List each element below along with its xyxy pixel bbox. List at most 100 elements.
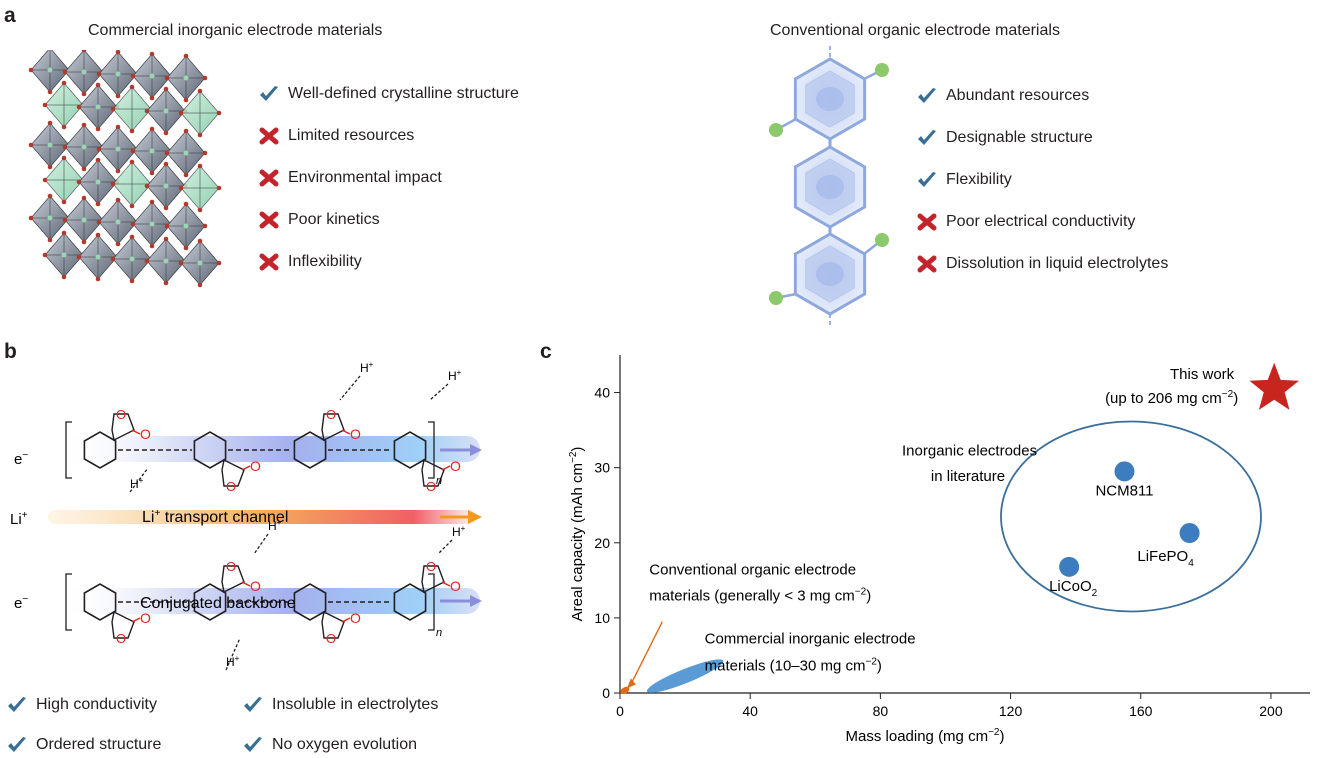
oxygen-atom [81,239,87,245]
oxygen-atom [47,164,53,170]
oxygen-atom [163,236,169,242]
aromatic-ring [393,583,427,621]
x-axis-label: Mass loading (mg cm−2) [846,727,1005,745]
oxygen-atom [81,166,87,172]
hydrogen-bond [429,383,449,401]
oxygen-atom [95,276,101,282]
panel-b-feature-text: Insoluble in electrolytes [272,696,439,713]
organic-heading: Conventional organic electrode materials [770,22,1060,39]
oxygen-atom [61,124,67,130]
oxygen-atom [110,181,116,187]
organic-feature-text: Dissolution in liquid electrolytes [946,255,1169,272]
proton-label: H+ [452,524,466,539]
oxygen-atom [81,91,87,97]
carbonyl-oxygen: O [350,610,361,626]
oxygen-atom [95,201,101,207]
this-work-label-line2: (up to 206 mg cm−2) [1105,389,1238,407]
oxygen-atom [95,157,101,163]
lithium-atom [115,219,121,225]
inorganic-feature-list: Well-defined crystalline structure Limite… [258,84,519,294]
oxygen-atom [115,168,121,174]
oxygen-atom [130,148,136,154]
y-tick-label: 40 [594,385,610,401]
inorganic-feature-item: Inflexibility [258,252,519,272]
oxygen-atom [178,260,184,266]
ring-oxygen: O [226,559,236,574]
oxygen-atom [28,142,34,148]
lactone-ring [321,413,345,442]
oxygen-atom [61,155,67,161]
biphenyl-molecule-illustration [769,46,889,326]
oxygen-atom [61,230,67,236]
panel-b-feature-grid: High conductivity Insoluble in electrolyt… [6,695,526,755]
data-point-label: NCM811 [1095,482,1153,499]
data-point-label: LiFePO4 [1137,548,1194,569]
check-icon [918,172,936,187]
oxygen-atom [202,223,208,229]
literature-group-label-line1: Inorganic electrodes [902,443,1037,460]
li-transport-band [48,510,478,524]
oxygen-atom [76,254,82,260]
electron-label-top: e− [14,450,28,468]
oxygen-atom [183,172,189,178]
cross-icon [259,127,279,145]
oxygen-atom [183,128,189,134]
lithium-atom [163,183,169,189]
oxygen-atom [28,215,34,221]
aromatic-ring [293,431,327,469]
cross-icon [259,169,279,187]
substituent-atom [769,123,783,137]
green-polyhedron [180,165,220,211]
oxygen-atom [163,161,169,167]
oxygen-atom [130,73,136,79]
aromatic-ring [193,583,227,621]
aromatic-ring [83,583,117,621]
oxygen-atom [197,282,203,288]
lithium-atom [81,144,87,150]
oxygen-atom [42,102,48,108]
this-work-star [1249,362,1299,410]
hydrogen-bond [225,637,241,671]
organic-feature-list: Abundant resources Designable structure Fl… [916,86,1168,296]
x-tick-label: 160 [1129,703,1153,719]
oxygen-atom [129,278,135,284]
lithium-atom [47,215,53,221]
panel-b-feature-item: Ordered structure [6,735,161,755]
oxygen-atom [197,207,203,213]
x-tick-label: 0 [616,703,624,719]
oxygen-atom [144,183,150,189]
hydrogen-bond [253,533,269,555]
data-point-label: LiCoO2 [1049,578,1098,599]
repeat-bracket-right [428,573,435,631]
conventional-organic-region [620,686,630,694]
electron-label-bottom: e− [14,594,28,612]
oxygen-atom [144,258,150,264]
oxygen-atom [197,132,203,138]
lactone-ring [111,413,135,442]
hydrogen-bond [437,539,453,555]
oxygen-atom [149,243,155,249]
oxygen-atom [183,201,189,207]
oxygen-atom [129,203,135,209]
panel-b-letter: b [4,340,17,363]
carbonyl-oxygen: O [250,458,261,474]
oxygen-atom [183,53,189,59]
lactone-ring [421,458,445,487]
oxygen-atom [28,67,34,73]
electron-arrowhead [470,444,482,456]
lithium-atom [183,223,189,229]
oxygen-atom [115,50,121,55]
organic-feature-item: Flexibility [916,170,1168,190]
oxygen-atom [216,110,222,116]
oxygen-atom [130,221,136,227]
organic-feature-text: Flexibility [946,171,1012,188]
green-polyhedron [44,157,84,203]
oxygen-atom [183,97,189,103]
cross-icon [917,213,937,231]
oxygen-atom [144,108,150,114]
panel-b-feature-text: Ordered structure [36,736,162,753]
panel-b-feature-item: Insoluble in electrolytes [242,695,438,715]
commercial-inorganic-label-line2: materials (10–30 mg cm−2) [705,656,882,674]
oxygen-atom [149,95,155,101]
data-point-lifepo4 [1179,523,1200,544]
